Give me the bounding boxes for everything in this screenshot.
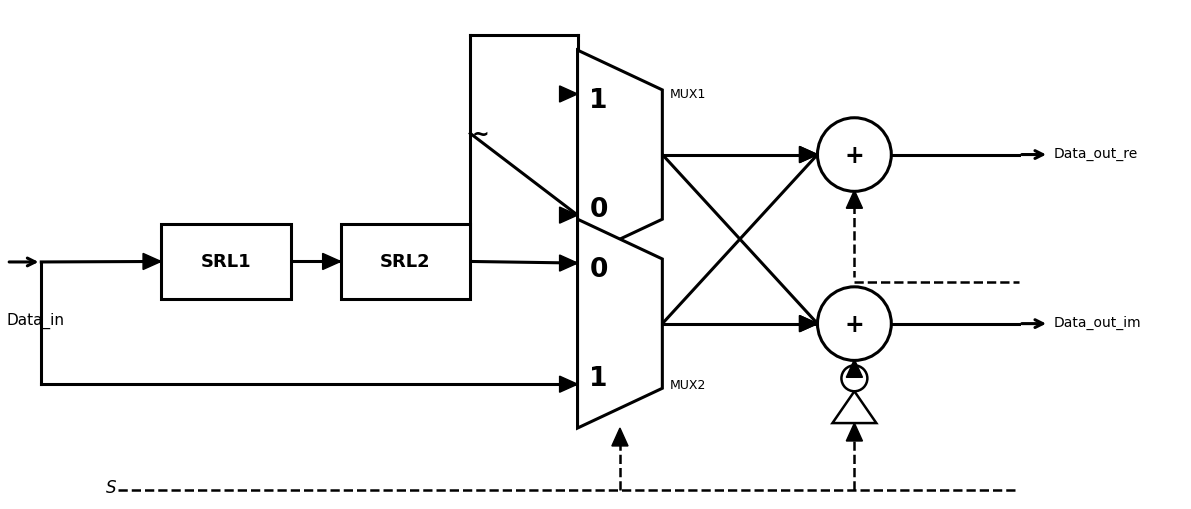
Polygon shape [847, 360, 862, 378]
Polygon shape [799, 316, 817, 332]
Polygon shape [833, 391, 877, 423]
Polygon shape [578, 220, 662, 428]
Text: 1: 1 [590, 88, 607, 114]
Text: S: S [106, 478, 117, 496]
Polygon shape [560, 376, 578, 392]
Polygon shape [799, 147, 817, 163]
Circle shape [817, 287, 891, 361]
Text: +: + [844, 143, 865, 167]
Circle shape [817, 119, 891, 192]
Polygon shape [799, 147, 817, 163]
Text: Data_out_re: Data_out_re [1054, 146, 1139, 160]
Text: SRL1: SRL1 [200, 253, 251, 271]
Polygon shape [143, 254, 161, 270]
Polygon shape [323, 254, 341, 270]
Bar [341, 224, 470, 299]
Text: MUX1: MUX1 [669, 88, 706, 101]
Text: SRL2: SRL2 [380, 253, 431, 271]
Polygon shape [560, 87, 578, 103]
Text: ~: ~ [472, 124, 490, 144]
Polygon shape [578, 51, 662, 260]
Polygon shape [799, 316, 817, 332]
Polygon shape [847, 423, 862, 441]
Circle shape [841, 365, 867, 391]
Text: 1: 1 [590, 365, 607, 391]
Polygon shape [612, 428, 628, 446]
Polygon shape [847, 191, 862, 209]
Polygon shape [560, 208, 578, 224]
Bar [161, 224, 291, 299]
Text: 0: 0 [590, 196, 607, 222]
Text: Data_in: Data_in [6, 312, 64, 328]
Text: MUX2: MUX2 [669, 379, 706, 391]
Text: Data_out_im: Data_out_im [1054, 315, 1141, 329]
Text: 0: 0 [590, 257, 607, 283]
Text: +: + [844, 312, 865, 336]
Polygon shape [560, 256, 578, 272]
